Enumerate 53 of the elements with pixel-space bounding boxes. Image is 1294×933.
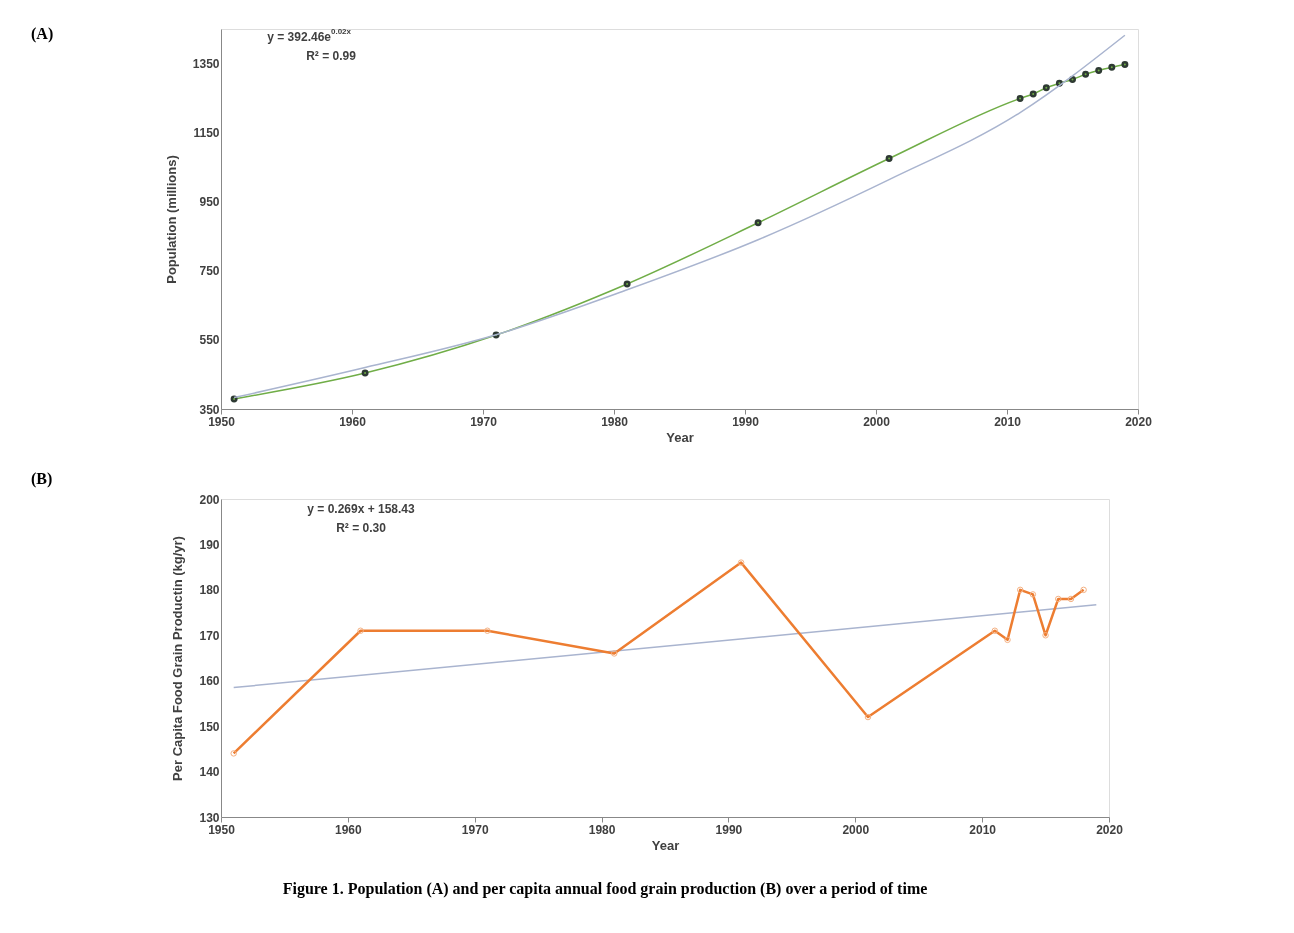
point xyxy=(885,155,893,163)
y-tick-label: 550 xyxy=(199,333,220,348)
point xyxy=(754,219,762,227)
x-tick-label: 2020 xyxy=(1125,414,1153,429)
point xyxy=(361,369,369,377)
point xyxy=(230,395,238,403)
x-tick-label: 2020 xyxy=(1096,822,1124,837)
y-tick-label: 180 xyxy=(199,583,220,598)
x-tick-label: 1990 xyxy=(715,822,743,837)
x-tick-label: 2010 xyxy=(969,822,997,837)
x-tick-label: 1950 xyxy=(208,414,236,429)
annotation: R² = 0.99 xyxy=(306,49,357,63)
x-tick-label: 1960 xyxy=(335,822,363,837)
y-axis-title: Population (millions) xyxy=(163,155,179,284)
y-tick-label: 140 xyxy=(199,765,220,780)
x-tick-label: 2000 xyxy=(842,822,870,837)
text: (B) xyxy=(31,470,53,488)
y-tick-label: 750 xyxy=(199,264,220,279)
x-tick-label: 1990 xyxy=(732,414,760,429)
x-axis-title: Year xyxy=(666,429,694,445)
x-tick-label: 1950 xyxy=(208,822,236,837)
point xyxy=(1082,70,1090,78)
y-axis-title: Per Capita Food Grain Productin (kg/yr) xyxy=(170,536,186,781)
y-tick-label: 1150 xyxy=(193,126,220,141)
point xyxy=(623,280,631,288)
annotation: y = 0.269x + 158.43 xyxy=(307,502,416,516)
point xyxy=(1042,84,1050,92)
point xyxy=(1029,90,1037,98)
x-tick-label: 2000 xyxy=(863,414,891,429)
x-tick-label: 1980 xyxy=(601,414,629,429)
x-tick-label: 1970 xyxy=(461,822,489,837)
annotation: R² = 0.30 xyxy=(336,521,387,535)
y-tick-label: 200 xyxy=(199,492,220,507)
y-tick-label: 170 xyxy=(199,628,220,643)
point xyxy=(1108,63,1116,71)
point xyxy=(1121,61,1129,69)
x-tick-label: 1980 xyxy=(588,822,616,837)
x-tick-label: 1960 xyxy=(339,414,367,429)
point xyxy=(1016,94,1024,102)
point xyxy=(1069,75,1076,83)
y-tick-label: 160 xyxy=(199,674,220,689)
y-tick-label: 350 xyxy=(199,402,220,417)
y-tick-label: 150 xyxy=(199,719,220,734)
text: (A) xyxy=(31,25,54,43)
x-tick-label: 2010 xyxy=(994,414,1022,429)
y-tick-label: 190 xyxy=(199,537,220,552)
point xyxy=(1095,66,1103,74)
x-axis-title: Year xyxy=(651,837,680,853)
x-tick-label: 1970 xyxy=(470,414,498,429)
y-tick-label: 130 xyxy=(199,810,220,825)
y-tick-label: 1350 xyxy=(192,57,220,72)
y-tick-label: 950 xyxy=(199,195,220,210)
caption: Figure 1. Population (A) and per capita annual food grain production (B) over a period of time xyxy=(282,880,928,898)
